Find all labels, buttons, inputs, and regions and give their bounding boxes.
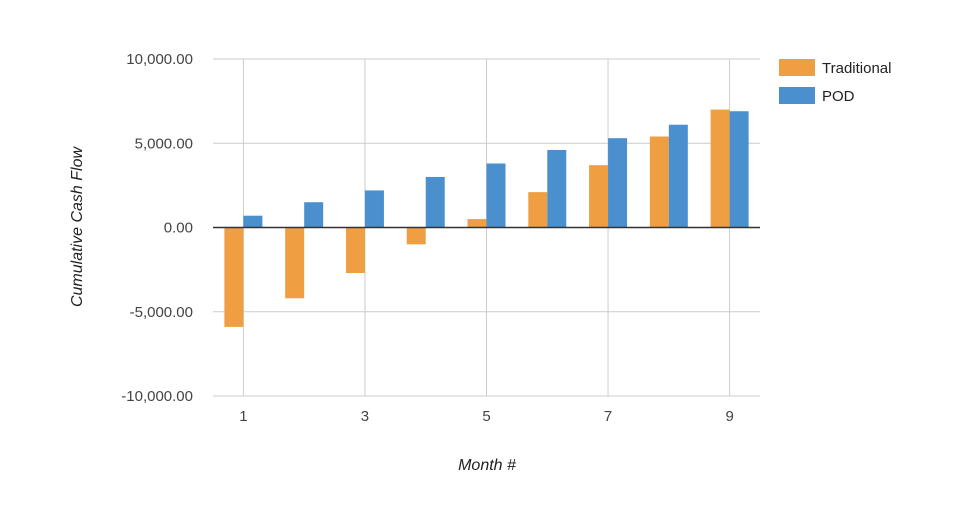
x-tick-label: 3 (361, 408, 369, 425)
legend-swatch-traditional (779, 59, 815, 76)
bar-pod-1 (243, 215, 263, 228)
legend-label-traditional: Traditional (822, 60, 891, 77)
y-tick-label: 0.00 (164, 220, 193, 237)
legend: Traditional POD (779, 59, 891, 105)
y-axis-title: Cumulative Cash Flow (69, 146, 86, 308)
bar-pod-4 (425, 176, 445, 228)
y-tick-label: 5,000.00 (135, 135, 193, 152)
bars (224, 109, 749, 327)
bar-traditional-8 (649, 136, 669, 228)
bar-pod-7 (608, 138, 628, 228)
bar-traditional-3 (345, 227, 365, 273)
bar-pod-9 (729, 111, 749, 228)
bar-pod-3 (364, 190, 384, 228)
x-tick-label: 5 (482, 408, 490, 425)
bar-traditional-4 (406, 227, 426, 245)
bar-traditional-6 (528, 192, 548, 228)
bar-traditional-5 (467, 219, 487, 228)
x-tick-label: 7 (604, 408, 612, 425)
y-tick-label: -5,000.00 (130, 304, 193, 321)
y-tick-label: -10,000.00 (121, 388, 193, 405)
bar-pod-6 (547, 149, 567, 228)
x-tick-label: 1 (239, 408, 247, 425)
bar-traditional-2 (285, 227, 305, 299)
y-tick-label: 10,000.00 (126, 51, 193, 68)
bar-traditional-9 (710, 109, 730, 228)
bar-traditional-7 (589, 165, 609, 228)
bar-pod-5 (486, 163, 506, 228)
x-tick-labels: 1 3 5 7 9 (239, 408, 734, 425)
y-tick-labels: 10,000.00 5,000.00 0.00 -5,000.00 -10,000.00 (121, 51, 193, 405)
bar-traditional-1 (224, 227, 244, 327)
bar-pod-8 (668, 124, 688, 228)
x-tick-label: 9 (725, 408, 733, 425)
x-axis-title: Month # (458, 457, 517, 474)
legend-label-pod: POD (822, 88, 855, 105)
bar-pod-2 (304, 202, 324, 228)
legend-swatch-pod (779, 87, 815, 104)
